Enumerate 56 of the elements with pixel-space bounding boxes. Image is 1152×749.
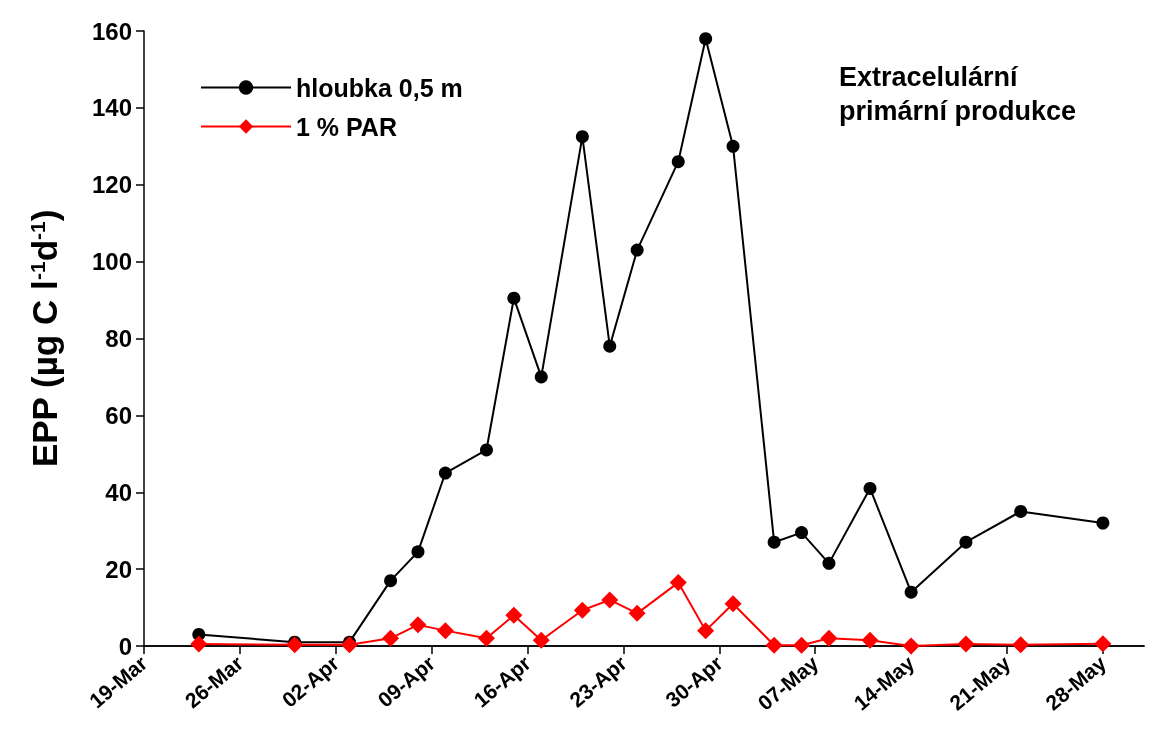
point (1014, 504, 1028, 518)
point (190, 635, 208, 653)
point (507, 291, 521, 305)
point (904, 585, 918, 599)
point (573, 601, 591, 619)
point (699, 32, 713, 46)
y-tick-label: 40 (105, 478, 132, 506)
point (628, 604, 646, 622)
point (671, 155, 685, 169)
y-tick-label: 120 (91, 171, 132, 199)
point (630, 243, 644, 257)
point (1012, 636, 1030, 654)
y-tick-label: 140 (91, 94, 132, 122)
point (340, 636, 358, 654)
y-axis-title: EPP (µg C l-1d-1) (25, 209, 64, 468)
point (822, 556, 836, 570)
point (697, 622, 715, 640)
point (479, 443, 493, 457)
text: Extracelulární primární produkce (839, 62, 1077, 126)
point (438, 466, 452, 480)
point (532, 631, 550, 649)
point (724, 595, 742, 613)
point (505, 606, 523, 624)
y-tick-label: 0 (118, 632, 132, 660)
point (863, 481, 877, 495)
point (575, 130, 589, 144)
point (601, 591, 619, 609)
point (669, 574, 687, 592)
point (382, 629, 400, 647)
y-tick-label: 160 (91, 17, 132, 45)
y-tick-label: 80 (105, 325, 132, 352)
point (534, 370, 548, 384)
point (411, 545, 425, 559)
point (1096, 516, 1110, 530)
point (436, 622, 454, 640)
y-tick-label: 100 (91, 248, 132, 276)
point (384, 574, 398, 588)
point (286, 636, 304, 654)
point (820, 629, 838, 647)
point (765, 636, 783, 654)
point (1094, 635, 1112, 653)
y-tick-label: 20 (105, 555, 132, 583)
point (793, 636, 811, 654)
point (902, 637, 920, 655)
point (603, 339, 617, 353)
point (726, 139, 740, 153)
point (957, 635, 975, 653)
point (767, 535, 781, 549)
point (795, 526, 809, 540)
legend-label: hloubka 0,5 m (296, 73, 463, 102)
y-tick-label: 60 (105, 401, 132, 429)
point (477, 629, 495, 647)
point (959, 535, 973, 549)
point (861, 631, 879, 649)
point (409, 616, 427, 634)
legend-label: 1 % PAR (296, 112, 397, 141)
